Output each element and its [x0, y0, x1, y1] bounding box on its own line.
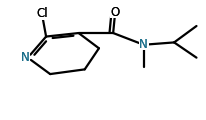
Text: Cl: Cl	[36, 7, 48, 20]
Text: N: N	[21, 51, 30, 64]
FancyBboxPatch shape	[139, 38, 149, 50]
FancyBboxPatch shape	[34, 8, 50, 20]
Text: N: N	[139, 38, 148, 51]
FancyBboxPatch shape	[110, 7, 120, 18]
Text: N: N	[139, 38, 148, 51]
Text: N: N	[21, 51, 30, 64]
Text: O: O	[111, 6, 120, 19]
Text: Cl: Cl	[36, 7, 48, 20]
Text: O: O	[111, 6, 120, 19]
FancyBboxPatch shape	[20, 52, 30, 63]
